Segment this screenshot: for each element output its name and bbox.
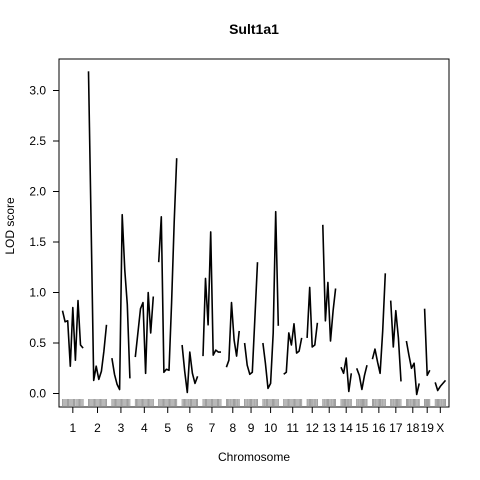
x-tick-label-chr-X: X: [436, 421, 444, 435]
lod-curve-chr-16: [371, 273, 387, 375]
x-tick-label-chr-15: 15: [355, 421, 369, 435]
lod-curve-chr-12: [306, 286, 319, 348]
x-tick-label-chr-10: 10: [264, 421, 278, 435]
lod-curve-chr-5: [157, 158, 178, 374]
y-tick-label: 1.0: [29, 286, 46, 300]
lod-curve-chr-13: [322, 224, 337, 342]
lod-curve-chr-17: [389, 300, 402, 382]
x-tick-label-chr-17: 17: [389, 421, 403, 435]
lod-curve-chr-8: [225, 301, 240, 368]
chart-title: Sult1a1: [229, 21, 279, 37]
y-axis-label: LOD score: [3, 197, 17, 255]
lod-curve-chr-7: [202, 231, 221, 357]
lod-curve-chr-X: [434, 379, 447, 392]
x-axis: 1 2 3 4 5 6 7 8 9 10 11 12 13 14 15 16 17 18 19 X: [69, 407, 444, 435]
x-tick-label-chr-14: 14: [340, 421, 354, 435]
y-tick-label: 0.0: [29, 387, 46, 401]
marker-rug: [62, 399, 446, 407]
lod-curve-chr-18: [405, 340, 420, 396]
x-tick-label-chr-6: 6: [186, 421, 193, 435]
x-tick-label-chr-11: 11: [286, 421, 299, 435]
lod-curve-chr-6: [181, 344, 199, 394]
x-tick-label-chr-7: 7: [209, 421, 216, 435]
lod-curve-chr-19: [423, 308, 431, 377]
y-tick-label: 2.0: [29, 185, 46, 199]
plot-frame: [58, 58, 450, 408]
x-tick-label-chr-16: 16: [372, 421, 386, 435]
y-tick-label: 3.0: [29, 84, 46, 98]
x-tick-label-chr-12: 12: [306, 421, 320, 435]
y-axis: 0.0 0.5 1.0 1.5 2.0 2.5 3.0: [29, 84, 60, 401]
x-tick-label-chr-13: 13: [323, 421, 337, 435]
lod-series: [61, 71, 447, 396]
x-tick-label-chr-18: 18: [406, 421, 420, 435]
x-tick-label-chr-19: 19: [421, 421, 435, 435]
y-tick-label: 1.5: [29, 235, 46, 249]
lod-curve-chr-9: [243, 262, 259, 376]
x-tick-label-chr-8: 8: [229, 421, 236, 435]
y-tick-label: 0.5: [29, 336, 46, 350]
lod-curve-chr-15: [355, 365, 368, 391]
lod-curve-chr-4: [134, 291, 155, 375]
lod-curve-chr-11: [283, 322, 303, 375]
lod-curve-chr-2: [87, 71, 108, 382]
x-tick-label-chr-5: 5: [164, 421, 171, 435]
lod-curve-chr-1: [61, 299, 84, 368]
y-tick-label: 2.5: [29, 134, 46, 148]
lod-curve-chr-3: [111, 213, 131, 391]
lod-curve-chr-10: [262, 210, 280, 390]
x-tick-label-chr-4: 4: [141, 421, 148, 435]
x-tick-label-chr-3: 3: [118, 421, 125, 435]
x-axis-label: Chromosome: [218, 450, 290, 464]
x-tick-label-chr-1: 1: [69, 421, 76, 435]
x-tick-label-chr-9: 9: [248, 421, 255, 435]
lod-curve-chr-14: [340, 357, 353, 393]
x-tick-label-chr-2: 2: [94, 421, 101, 435]
